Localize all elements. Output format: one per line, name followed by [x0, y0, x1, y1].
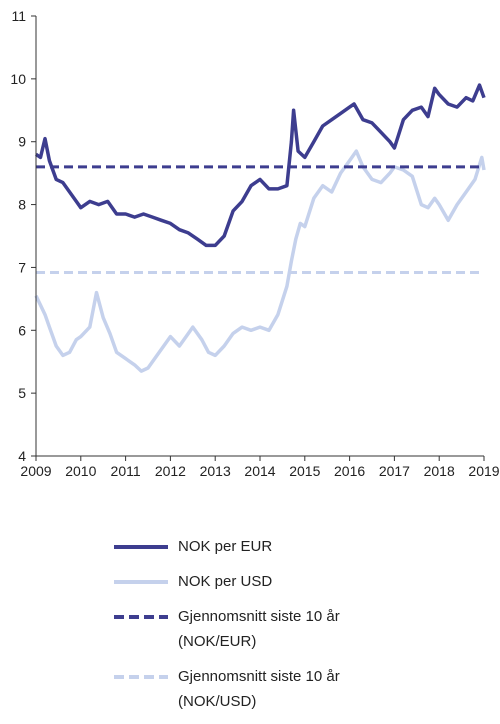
- legend-label: NOK per USD: [178, 569, 378, 594]
- y-tick-label: 8: [18, 197, 26, 213]
- legend: NOK per EUR NOK per USD Gjennomsnitt siste…: [112, 534, 492, 724]
- legend-label: NOK per EUR: [178, 534, 378, 559]
- x-tick-label: 2016: [334, 463, 365, 479]
- y-tick-label: 6: [18, 322, 26, 338]
- x-tick-label: 2017: [379, 463, 410, 479]
- y-tick-label: 11: [11, 8, 26, 24]
- legend-label-line: Gjennomsnitt siste 10 år: [178, 608, 340, 625]
- y-tick-label: 4: [18, 448, 26, 464]
- legend-swatch: [112, 569, 170, 591]
- legend-item: NOK per USD: [112, 569, 492, 594]
- legend-label-line: Gjennomsnitt siste 10 år: [178, 668, 340, 685]
- legend-label-line: (NOK/USD): [178, 693, 257, 710]
- legend-label-line: (NOK/EUR): [178, 633, 257, 650]
- x-tick-label: 2011: [111, 463, 141, 479]
- x-tick-label: 2015: [289, 463, 320, 479]
- legend-swatch: [112, 534, 170, 556]
- y-tick-label: 10: [10, 71, 26, 87]
- legend-item: Gjennomsnitt siste 10 år (NOK/EUR): [112, 604, 492, 654]
- series-line-2: [34, 149, 486, 373]
- legend-swatch: [112, 604, 170, 626]
- legend-label-line: NOK per USD: [178, 573, 273, 590]
- legend-label-line: NOK per EUR: [178, 538, 273, 555]
- y-tick-label: 5: [18, 385, 26, 401]
- legend-label: Gjennomsnitt siste 10 år (NOK/EUR): [178, 604, 378, 654]
- y-tick-label: 9: [18, 134, 26, 150]
- x-tick-label: 2018: [424, 463, 455, 479]
- x-tick-label: 2013: [200, 463, 231, 479]
- series-line-1: [35, 83, 486, 248]
- axis-layer: 4 5 6 7 8 9 10 11 2009 2010 2011 2012 2013 2014 2015 20…: [10, 8, 499, 479]
- line-chart: 4 5 6 7 8 9 10 11 2009 2010 2011 2012 2013 2014 2015 20…: [10, 8, 499, 479]
- legend-swatch: [112, 664, 170, 686]
- x-tick-label: 2009: [20, 463, 51, 479]
- legend-item: NOK per EUR: [112, 534, 492, 559]
- x-tick-label: 2019: [468, 463, 499, 479]
- x-tick-label: 2014: [244, 463, 275, 479]
- x-tick-label: 2010: [65, 463, 96, 479]
- y-tick-label: 7: [18, 259, 26, 275]
- series-layer: [34, 83, 486, 373]
- legend-item: Gjennomsnitt siste 10 år (NOK/USD): [112, 664, 492, 714]
- legend-label: Gjennomsnitt siste 10 år (NOK/USD): [178, 664, 378, 714]
- x-tick-label: 2012: [155, 463, 186, 479]
